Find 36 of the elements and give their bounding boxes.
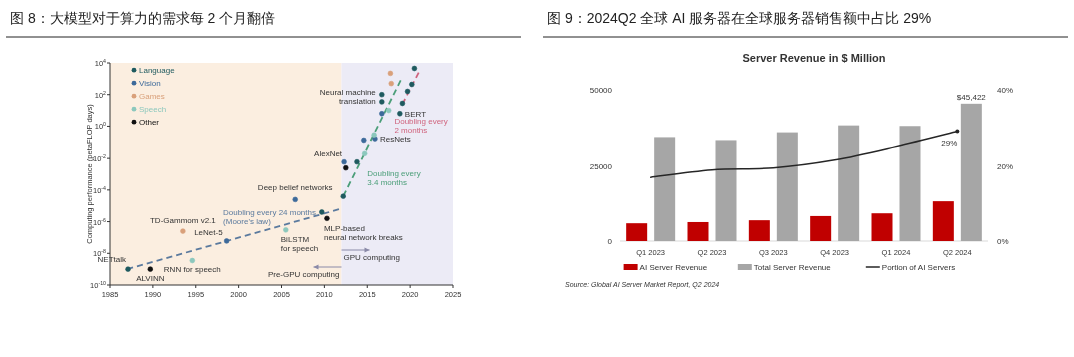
- annotation: ALVINN: [136, 274, 165, 284]
- series-label: Doubling every 24 months (Moore's law): [223, 208, 316, 226]
- text: Other: [139, 118, 160, 127]
- annotation: BiLSTM for speech: [280, 234, 319, 253]
- annotation: NETtalk: [97, 255, 127, 265]
- y2-tick-label: 20%: [997, 161, 1014, 171]
- text: Vision: [139, 79, 161, 88]
- text: Games: [139, 92, 165, 101]
- legend-label: Total Server Revenue: [753, 263, 832, 272]
- chart-title: 图 9：2024Q2 全球 AI 服务器在全球服务器销售额中占比 29%: [547, 10, 932, 26]
- annotation: BERT: [404, 109, 427, 119]
- text: Language: [139, 66, 176, 75]
- annotation: TD-Gammom v2.1: [149, 216, 217, 226]
- y-tick-label: 25000: [589, 161, 613, 171]
- y2-tick-label: 40%: [997, 86, 1014, 95]
- legend-label: Portion of AI Servers: [881, 263, 956, 272]
- text: Speech: [139, 105, 167, 114]
- annotation: RNN for speech: [163, 264, 221, 274]
- annotation: ResNets: [379, 135, 411, 145]
- band-label: Pre-GPU computing: [267, 270, 340, 279]
- annotation: LeNet-5: [194, 227, 224, 237]
- data-label: $45,422: [956, 92, 987, 102]
- annotation: Neural machine translation: [319, 87, 377, 106]
- data-label: 29%: [941, 138, 958, 148]
- chart-title: 图 8：大模型对于算力的需求每 2 个月翻倍: [10, 10, 276, 26]
- y2-tick-label: 0%: [997, 237, 1009, 246]
- legend-label: AI Server Revenue: [639, 263, 708, 272]
- y-tick-label: 50000: [589, 86, 613, 95]
- annotation: MLP-based neural network breaks: [323, 224, 403, 243]
- series-label: Doubling every 2 months: [394, 117, 448, 136]
- chart-subtitle: Server Revenue in $ Million: [742, 52, 886, 64]
- series-label: Doubling every 3.4 months: [367, 168, 421, 187]
- y-tick-label: 0: [607, 237, 613, 246]
- annotation: AlexNet: [314, 148, 343, 158]
- annotation: Deep belief networks: [257, 183, 333, 193]
- band-label: GPU computing: [343, 253, 400, 262]
